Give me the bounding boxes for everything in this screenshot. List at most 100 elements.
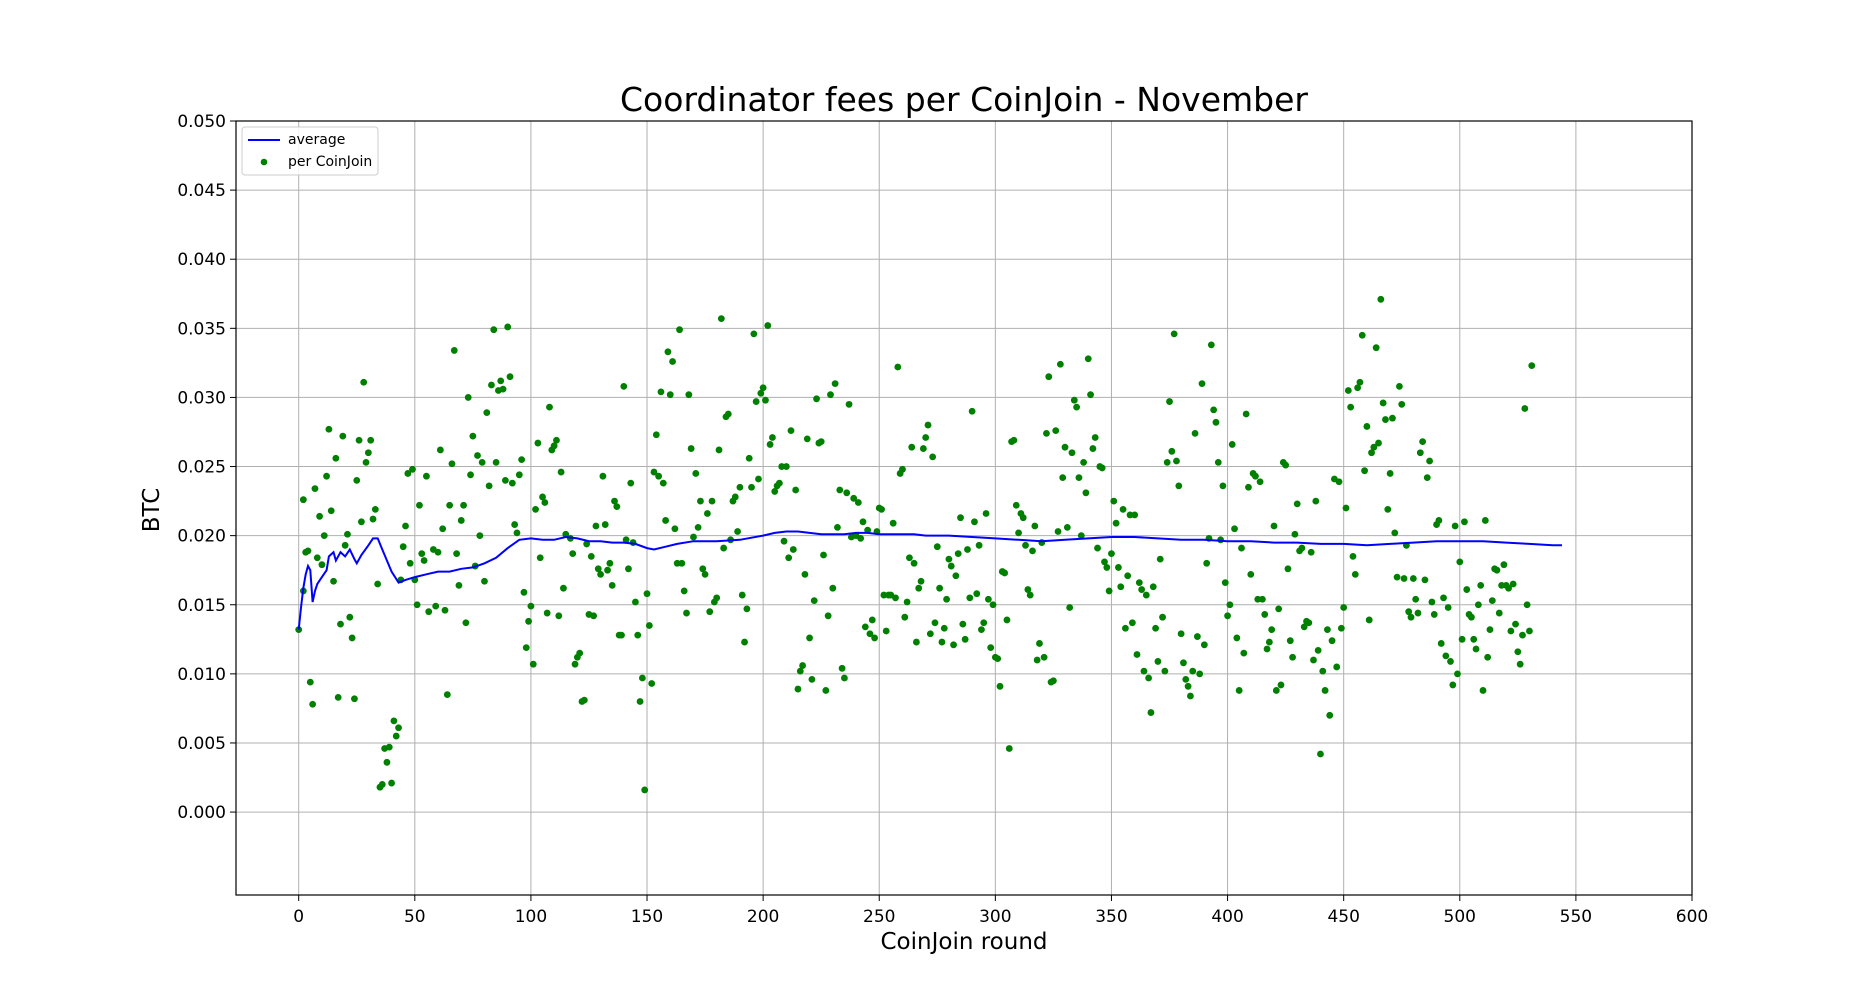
per-coinjoin-point xyxy=(1314,646,1322,654)
per-coinjoin-point xyxy=(1470,635,1478,643)
per-coinjoin-point xyxy=(395,724,402,732)
per-coinjoin-point xyxy=(922,434,930,441)
per-coinjoin-point xyxy=(1087,391,1094,399)
per-coinjoin-point xyxy=(1326,711,1334,719)
per-coinjoin-point xyxy=(1168,447,1176,455)
per-coinjoin-point xyxy=(299,496,307,504)
per-coinjoin-point xyxy=(413,601,421,609)
per-coinjoin-point xyxy=(515,471,523,479)
per-coinjoin-point xyxy=(1263,645,1271,653)
per-coinjoin-point xyxy=(450,347,458,354)
per-coinjoin-point xyxy=(1379,399,1387,407)
per-coinjoin-point xyxy=(655,472,663,480)
per-coinjoin-point xyxy=(1145,674,1153,682)
per-coinjoin-point xyxy=(620,382,628,390)
per-coinjoin-point xyxy=(337,620,344,628)
per-coinjoin-point xyxy=(446,501,454,509)
per-coinjoin-point xyxy=(341,541,349,549)
per-coinjoin-point xyxy=(1166,398,1173,405)
per-coinjoin-point xyxy=(1354,384,1362,392)
per-coinjoin-point xyxy=(1214,458,1222,466)
per-coinjoin-point xyxy=(1138,586,1146,593)
per-coinjoin-point xyxy=(1351,570,1359,578)
per-coinjoin-point xyxy=(843,489,851,497)
x-tick-label: 250 xyxy=(863,907,895,927)
per-coinjoin-point xyxy=(613,503,621,511)
per-coinjoin-point xyxy=(1286,637,1294,645)
per-coinjoin-point xyxy=(385,743,393,751)
per-coinjoin-point xyxy=(827,391,834,399)
per-coinjoin-point xyxy=(362,458,370,466)
per-coinjoin-point xyxy=(1414,609,1422,617)
per-coinjoin-point xyxy=(1312,497,1320,505)
per-coinjoin-point xyxy=(1119,505,1127,513)
per-coinjoin-point xyxy=(978,626,985,634)
per-coinjoin-point xyxy=(1133,651,1141,658)
per-coinjoin-point xyxy=(1019,514,1027,522)
per-coinjoin-point xyxy=(311,485,319,493)
per-coinjoin-point xyxy=(1305,619,1313,627)
y-tick-label: 0.020 xyxy=(177,527,226,547)
x-tick-label: 150 xyxy=(631,907,663,927)
per-coinjoin-point xyxy=(1437,640,1445,647)
per-coinjoin-point xyxy=(1073,403,1081,411)
per-coinjoin-point xyxy=(1342,504,1350,512)
per-coinjoin-point xyxy=(871,634,878,642)
per-coinjoin-point xyxy=(1147,709,1155,716)
per-coinjoin-point xyxy=(899,465,906,473)
per-coinjoin-point xyxy=(1421,576,1429,584)
per-coinjoin-point xyxy=(1386,470,1394,477)
x-tick-label: 350 xyxy=(1095,907,1127,927)
per-coinjoin-point xyxy=(820,551,827,559)
per-coinjoin-point xyxy=(543,609,551,617)
per-coinjoin-point xyxy=(536,554,544,562)
per-coinjoin-point xyxy=(838,664,846,672)
per-coinjoin-point xyxy=(1400,575,1408,582)
per-coinjoin-point xyxy=(769,434,776,441)
per-coinjoin-point xyxy=(534,439,542,447)
per-coinjoin-point xyxy=(822,687,830,694)
per-coinjoin-point xyxy=(1481,517,1489,524)
per-coinjoin-point xyxy=(344,530,351,538)
per-coinjoin-point xyxy=(889,519,897,527)
per-coinjoin-point xyxy=(1077,532,1085,540)
per-coinjoin-point xyxy=(715,446,723,454)
per-coinjoin-point xyxy=(1226,601,1234,609)
per-coinjoin-point xyxy=(850,494,858,502)
per-coinjoin-point xyxy=(1054,528,1062,535)
per-coinjoin-point xyxy=(724,410,732,418)
per-coinjoin-point xyxy=(1310,656,1317,664)
per-coinjoin-point xyxy=(966,594,974,602)
per-coinjoin-point xyxy=(1180,659,1187,667)
per-coinjoin-point xyxy=(481,577,488,585)
per-coinjoin-point xyxy=(1084,355,1092,363)
per-coinjoin-point xyxy=(327,507,335,515)
per-coinjoin-point xyxy=(525,617,532,625)
per-coinjoin-point xyxy=(973,590,981,598)
per-coinjoin-point xyxy=(323,472,330,480)
per-coinjoin-point xyxy=(406,559,414,567)
per-coinjoin-point xyxy=(687,445,695,452)
per-coinjoin-point xyxy=(576,649,584,657)
per-coinjoin-point xyxy=(994,655,1002,663)
legend: average per CoinJoin xyxy=(241,126,379,176)
per-coinjoin-point xyxy=(499,385,507,393)
per-coinjoin-point xyxy=(353,476,361,484)
per-coinjoin-point xyxy=(1089,445,1097,452)
per-coinjoin-point xyxy=(743,605,751,613)
x-tick-label: 450 xyxy=(1327,907,1359,927)
per-coinjoin-point xyxy=(392,732,400,740)
per-coinjoin-point xyxy=(1523,601,1531,609)
per-coinjoin-point xyxy=(699,565,707,573)
per-coinjoin-point xyxy=(736,483,744,491)
per-coinjoin-point xyxy=(1161,667,1169,675)
per-coinjoin-point xyxy=(1363,423,1371,430)
per-coinjoin-point xyxy=(1024,586,1032,593)
per-coinjoin-point xyxy=(1275,605,1283,613)
per-coinjoin-point xyxy=(541,499,549,506)
per-coinjoin-point xyxy=(455,582,463,589)
per-coinjoin-point xyxy=(1121,624,1129,632)
per-coinjoin-point xyxy=(752,398,760,405)
per-coinjoin-point xyxy=(478,458,486,466)
per-coinjoin-point xyxy=(1430,611,1438,618)
